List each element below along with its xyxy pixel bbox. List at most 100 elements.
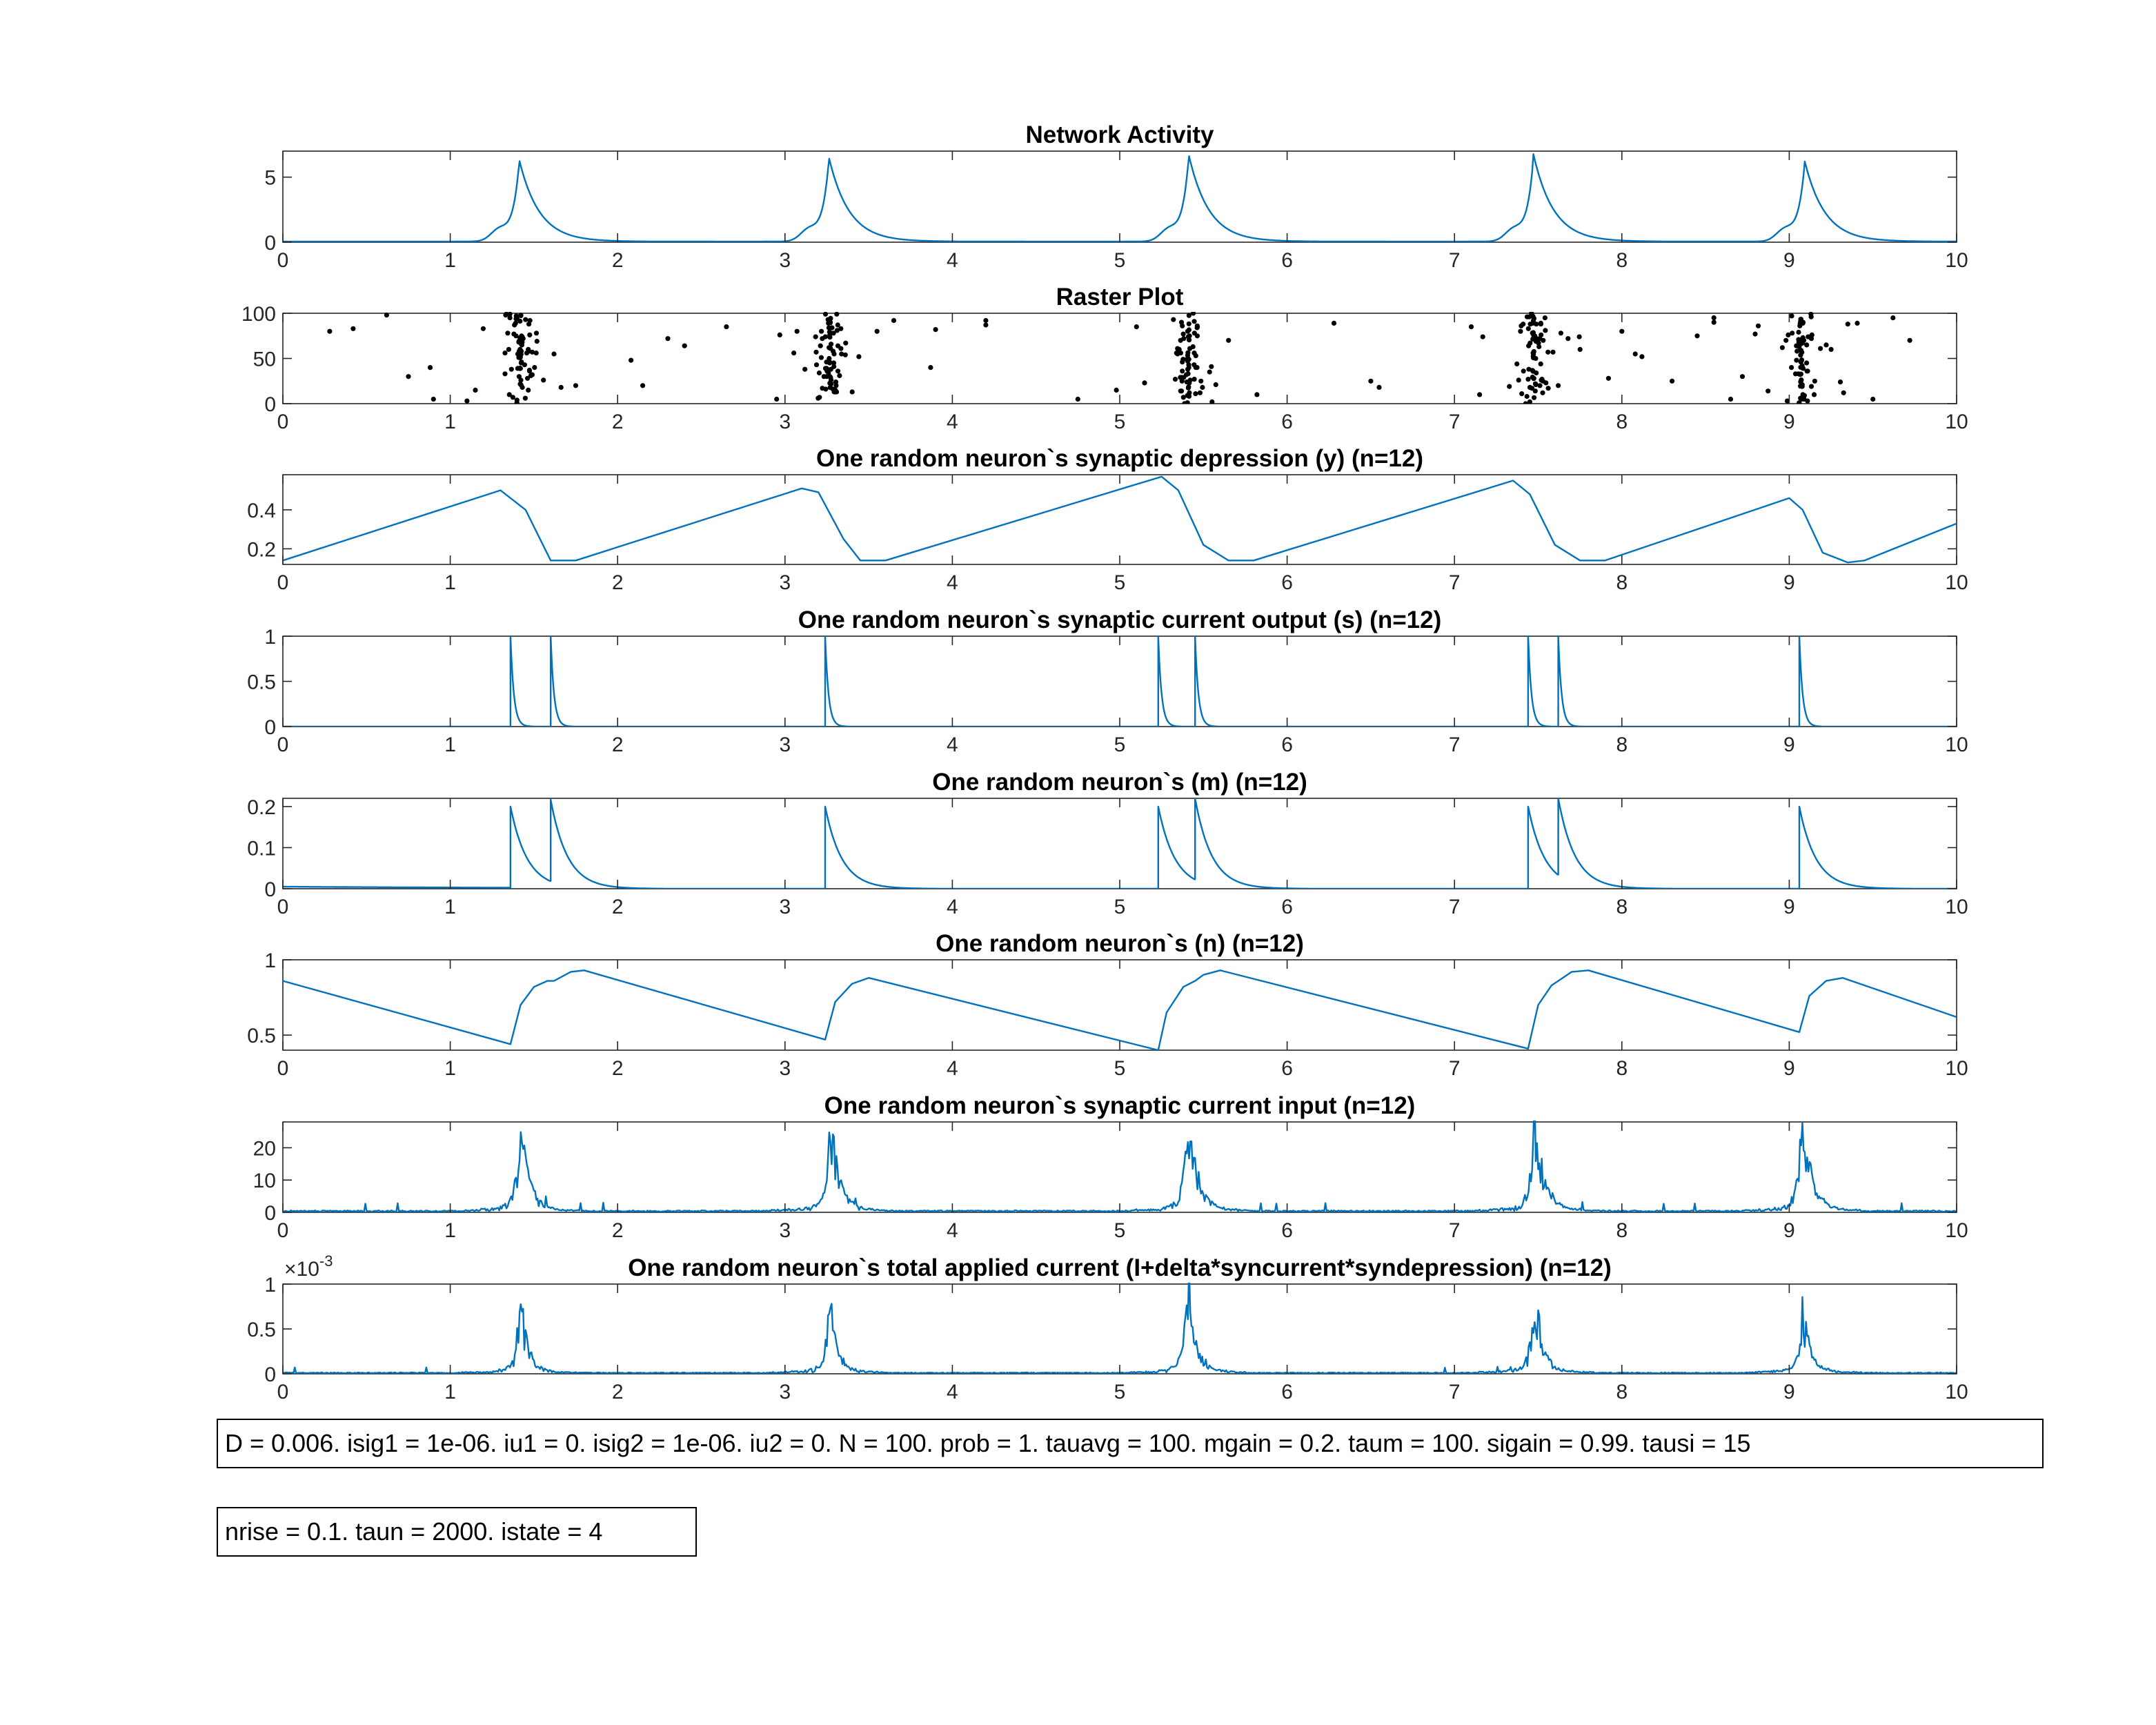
x-tick-label: 2 [612, 249, 624, 272]
x-tick-label: 7 [1449, 411, 1461, 433]
raster-spike [1799, 337, 1804, 343]
x-tick-label: 9 [1783, 896, 1795, 918]
x-tick-label: 1 [444, 896, 456, 918]
raster-spike [1811, 392, 1817, 397]
raster-spike [839, 351, 844, 357]
raster-spike [1209, 399, 1215, 404]
raster-spike [1527, 399, 1532, 404]
raster-spike [1783, 337, 1789, 343]
raster-spike [1114, 387, 1119, 393]
x-tick-label: 10 [1945, 733, 1968, 756]
y-tick-label: 50 [253, 348, 276, 371]
y-tick-label: 0 [264, 716, 276, 739]
raster-spike [1175, 346, 1180, 351]
x-tick-label: 2 [612, 1057, 624, 1080]
raster-spike [1514, 361, 1520, 367]
raster-spike [1577, 346, 1583, 352]
raster-spike [1855, 320, 1860, 326]
raster-spike [1670, 378, 1675, 384]
raster-spike [1639, 354, 1645, 359]
panel-8: One random neuron`s total applied curren… [247, 1252, 1968, 1403]
plot-area [283, 475, 1957, 564]
x-tick-label: 7 [1449, 1381, 1461, 1403]
raster-spike [1178, 388, 1183, 394]
raster-spike [1525, 326, 1531, 331]
x-tick-label: 0 [277, 571, 289, 594]
raster-spike [818, 343, 823, 348]
raster-spike [1185, 371, 1191, 377]
raster-spike [551, 351, 557, 357]
raster-spike [1545, 386, 1551, 391]
raster-spike [1226, 337, 1232, 343]
raster-spike [1794, 357, 1799, 363]
raster-spike [682, 343, 687, 348]
x-tick-label: 9 [1783, 411, 1795, 433]
raster-spike [506, 392, 512, 397]
raster-spike [1806, 334, 1811, 339]
y-tick-label: 1 [264, 626, 276, 649]
x-tick-label: 4 [947, 1219, 958, 1242]
raster-spike [874, 328, 880, 334]
raster-spike [829, 342, 834, 347]
raster-spike [1530, 336, 1536, 342]
raster-spike [1755, 323, 1761, 328]
raster-spike [1739, 374, 1745, 379]
series-line [283, 475, 1957, 564]
raster-spike [518, 377, 524, 383]
raster-spike [502, 351, 508, 356]
raster-spike [1870, 396, 1876, 402]
raster-spike [1808, 384, 1814, 389]
x-tick-label: 6 [1281, 571, 1293, 594]
raster-spike [526, 387, 531, 393]
x-tick-label: 3 [779, 896, 791, 918]
raster-spike [1538, 322, 1543, 327]
raster-spike [774, 396, 780, 402]
parameter-annotation-2: nrise = 0.1. taun = 2000. istate = 4 [217, 1507, 697, 1557]
raster-spike [1799, 377, 1804, 383]
raster-spike [838, 326, 844, 331]
raster-spike [506, 346, 512, 352]
x-tick-label: 2 [612, 1219, 624, 1242]
raster-spike [1545, 349, 1551, 355]
x-tick-label: 1 [444, 1381, 456, 1403]
raster-spike [827, 329, 832, 335]
x-tick-label: 8 [1616, 249, 1628, 272]
x-tick-label: 3 [779, 1057, 791, 1080]
raster-spike [983, 317, 989, 324]
raster-spike [1542, 315, 1547, 321]
raster-spike [822, 334, 828, 339]
raster-spike [822, 312, 829, 317]
x-tick-label: 1 [444, 571, 456, 594]
raster-spike [1191, 362, 1197, 368]
raster-spike [523, 317, 528, 322]
raster-spike [837, 373, 842, 379]
x-tick-label: 6 [1281, 411, 1293, 433]
panel-title: One random neuron`s synaptic depression … [816, 445, 1423, 472]
panel-title: One random neuron`s synaptic current inp… [824, 1092, 1416, 1119]
x-tick-label: 1 [444, 1057, 456, 1080]
panel-5: One random neuron`s (m) (n=12) 0 1 2 3 4 5 6 7 8 9… [247, 769, 1968, 918]
raster-spike [1191, 377, 1197, 382]
raster-spike [813, 349, 819, 355]
raster-spike [1531, 332, 1536, 337]
raster-spike [1792, 371, 1799, 377]
raster-spike [823, 386, 829, 392]
x-tick-label: 1 [444, 249, 456, 272]
raster-spike [843, 340, 849, 346]
x-tick-label: 1 [444, 1219, 456, 1242]
x-tick-label: 2 [612, 571, 624, 594]
raster-spike [833, 379, 839, 385]
y-tick-label: 1 [264, 949, 276, 972]
x-tick-label: 6 [1281, 733, 1293, 756]
panel-7: One random neuron`s synaptic current inp… [253, 1092, 1968, 1242]
raster-spike [1797, 321, 1803, 326]
plot-area [283, 969, 1957, 1050]
raster-spike [777, 332, 782, 337]
raster-spike [1186, 362, 1191, 368]
y-tick-label: 0.1 [247, 837, 276, 860]
x-tick-label: 8 [1616, 733, 1628, 756]
raster-spike [1538, 361, 1543, 367]
raster-spike [828, 366, 833, 372]
raster-spike [532, 365, 537, 371]
raster-spike [527, 332, 533, 337]
